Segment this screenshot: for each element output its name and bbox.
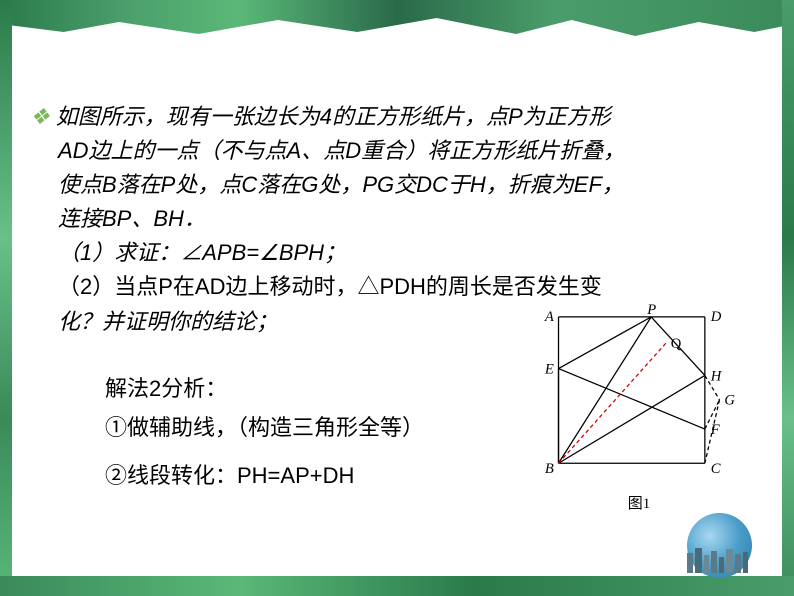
problem-line1: 如图所示，现有一张边长为4的正方形纸片，点P为正方形 [56,104,611,129]
problem-line3: 使点B落在P处，点C落在G处，PG交DC于H，折痕为EF， [58,172,624,197]
bullet-icon: ❖ [30,104,50,129]
globe-icon [679,508,759,588]
question-1: （1）求证：∠APB=∠BPH； [58,240,346,265]
decorative-leaf-bottom [0,576,794,596]
decorative-leaf-top [0,0,794,40]
svg-text:E: E [544,361,554,377]
svg-text:C: C [711,461,721,477]
svg-text:P: P [646,302,656,318]
svg-text:D: D [710,309,722,325]
geometry-diagram: A D P E HGF B C Q 图1 [539,300,739,513]
svg-text:F: F [710,422,721,438]
svg-text:A: A [544,309,554,325]
svg-text:B: B [545,461,554,477]
diagram-caption: 图1 [539,492,739,513]
decorative-leaf-left [0,0,12,596]
svg-text:Q: Q [671,336,682,352]
problem-line4: 连接BP、BH． [58,206,206,231]
decorative-leaf-right [782,0,794,596]
problem-line2: AD边上的一点（不与点A、点D重合）将正方形纸片折叠， [58,138,625,163]
svg-text:G: G [724,393,735,409]
svg-text:H: H [710,368,723,384]
question-2b: 化？并证明你的结论； [58,309,278,334]
question-2a: （2）当点P在AD边上移动时，△PDH的周长是否发生变 [58,274,602,299]
